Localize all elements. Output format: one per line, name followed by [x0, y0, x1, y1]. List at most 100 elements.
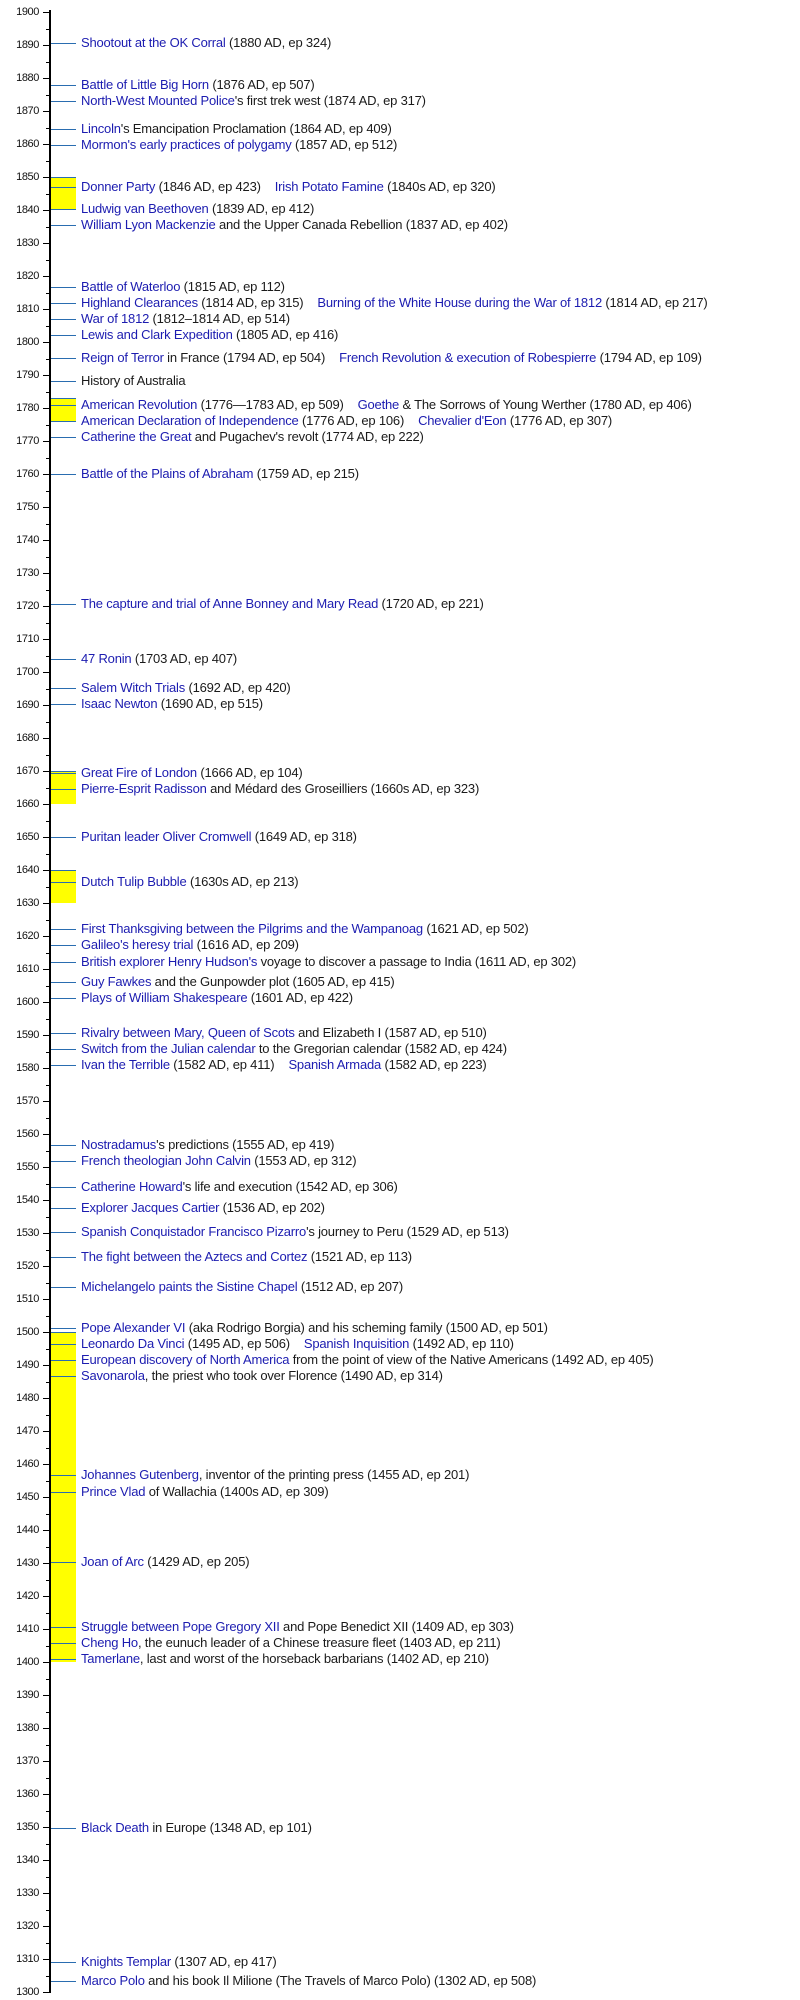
event-link[interactable]: Lincoln [81, 121, 121, 136]
timeline-event: European discovery of North America from… [81, 1352, 654, 1367]
minor-tick [46, 1546, 50, 1548]
event-link[interactable]: Ivan the Terrible [81, 1057, 170, 1072]
event-link[interactable]: Tamerlane [81, 1651, 140, 1666]
timeline-event: Mormon's early practices of polygamy (18… [81, 137, 397, 152]
event-connector-line [51, 1376, 76, 1377]
event-link[interactable]: Mormon's early practices of polygamy [81, 137, 292, 152]
event-link[interactable]: Chevalier d'Eon [418, 413, 507, 428]
event-connector-line [51, 437, 76, 438]
minor-tick [46, 589, 50, 591]
event-connector-line [51, 381, 76, 382]
event-link[interactable]: Joan of Arc [81, 1554, 144, 1569]
event-link[interactable]: Battle of the Plains of Abraham [81, 466, 254, 481]
event-link[interactable]: Nostradamus [81, 1137, 157, 1152]
timeline-event: 47 Ronin (1703 AD, ep 407) [81, 651, 237, 666]
event-link[interactable]: Johannes Gutenberg [81, 1467, 199, 1482]
event-link[interactable]: Spanish Inquisition [303, 1336, 410, 1351]
event-link[interactable]: Spanish Armada [288, 1057, 382, 1072]
event-link[interactable]: Irish Potato Famine [274, 179, 384, 194]
timeline-event: Ivan the Terrible (1582 AD, ep 411) [81, 1057, 275, 1072]
minor-tick [46, 1678, 50, 1680]
event-link[interactable]: Dutch Tulip Bubble [81, 874, 187, 889]
event-link[interactable]: William Lyon Mackenzie [81, 217, 216, 232]
event-connector-line [51, 1208, 76, 1209]
tick-label: 1840 [16, 204, 39, 216]
event-link[interactable]: Galileo's heresy trial [81, 937, 194, 952]
event-details: (1521 AD, ep 113) [307, 1249, 412, 1264]
event-link[interactable]: Spanish Conquistador Francisco Pizarro [81, 1224, 307, 1239]
event-link[interactable]: Highland Clearances [81, 295, 198, 310]
event-link[interactable]: Plays of William Shakespeare [81, 990, 248, 1005]
timeline-event: Reign of Terror in France (1794 AD, ep 5… [81, 350, 325, 365]
event-link[interactable]: Battle of Waterloo [81, 279, 181, 294]
event-link[interactable]: French Revolution & execution of Robespi… [339, 350, 597, 365]
timeline-row: Battle of Little Big Horn (1876 AD, ep 5… [81, 77, 315, 92]
timeline-row: Battle of Waterloo (1815 AD, ep 112) [81, 279, 285, 294]
event-link[interactable]: European discovery of North America [81, 1352, 290, 1367]
timeline-row: History of Australia [81, 373, 186, 388]
event-details: (1815 AD, ep 112) [180, 279, 285, 294]
event-link[interactable]: French theologian John Calvin [81, 1153, 251, 1168]
event-link[interactable]: Shootout at the OK Corral [81, 35, 226, 50]
event-link[interactable]: Struggle between Pope Gregory XII [81, 1619, 280, 1634]
minor-tick [46, 1117, 50, 1119]
event-link[interactable]: North-West Mounted Police [81, 93, 235, 108]
minor-tick [46, 490, 50, 492]
tick-label: 1410 [16, 1623, 39, 1635]
timeline-event: First Thanksgiving between the Pilgrims … [81, 921, 529, 936]
event-link[interactable]: British explorer Henry Hudson's [81, 954, 258, 969]
event-link[interactable]: Burning of the White House during the Wa… [317, 295, 602, 310]
event-link[interactable]: Goethe [357, 397, 400, 412]
event-link[interactable]: Michelangelo paints the Sistine Chapel [81, 1279, 298, 1294]
event-link[interactable]: Salem Witch Trials [81, 680, 186, 695]
event-link[interactable]: Puritan leader Oliver Cromwell [81, 829, 252, 844]
minor-tick [46, 457, 50, 459]
timeline-row: American Revolution (1776—1783 AD, ep 50… [81, 397, 692, 412]
event-connector-line [51, 1287, 76, 1288]
event-link[interactable]: Catherine Howard [81, 1179, 183, 1194]
event-link[interactable]: Pope Alexander VI [81, 1320, 186, 1335]
tick-label: 1480 [16, 1392, 39, 1404]
era-highlight-bar [51, 177, 76, 210]
minor-tick [46, 853, 50, 855]
event-link[interactable]: Ludwig van Beethoven [81, 201, 209, 216]
event-link[interactable]: Knights Templar [81, 1954, 171, 1969]
tick-label: 1610 [16, 963, 39, 975]
event-link[interactable]: Catherine the Great [81, 429, 192, 444]
event-link[interactable]: Reign of Terror [81, 350, 164, 365]
event-link[interactable]: Battle of Little Big Horn [81, 77, 209, 92]
minor-tick [46, 985, 50, 987]
timeline-event: Donner Party (1846 AD, ep 423) [81, 179, 261, 194]
timeline-event: Johannes Gutenberg, inventor of the prin… [81, 1467, 469, 1482]
event-link[interactable]: Rivalry between Mary, Queen of Scots [81, 1025, 295, 1040]
timeline-event: Goethe & The Sorrows of Young Werther (1… [358, 397, 692, 412]
event-link[interactable]: War of 1812 [81, 311, 150, 326]
event-link[interactable]: The capture and trial of Anne Bonney and… [81, 596, 379, 611]
event-link[interactable]: Donner Party [81, 179, 156, 194]
tick-label: 1340 [16, 1854, 39, 1866]
event-link[interactable]: American Revolution [81, 397, 198, 412]
event-link[interactable]: Leonardo Da Vinci [81, 1336, 185, 1351]
event-link[interactable]: Black Death [81, 1820, 149, 1835]
event-link[interactable]: Marco Polo [81, 1973, 145, 1988]
event-link[interactable]: Switch from the Julian calendar [81, 1041, 256, 1056]
tick-label: 1770 [16, 435, 39, 447]
event-link[interactable]: American Declaration of Independence [81, 413, 299, 428]
timeline-event: Savonarola, the priest who took over Flo… [81, 1368, 443, 1383]
event-link[interactable]: The fight between the Aztecs and Cortez [81, 1249, 308, 1264]
event-link[interactable]: Great Fire of London [81, 765, 197, 780]
timeline-row: Salem Witch Trials (1692 AD, ep 420) [81, 680, 291, 695]
major-tick [43, 375, 50, 376]
event-link[interactable]: Savonarola [81, 1368, 145, 1383]
event-details: (1794 AD, ep 109) [596, 350, 702, 365]
event-link[interactable]: Explorer Jacques Cartier [81, 1200, 220, 1215]
event-link[interactable]: Isaac Newton [81, 696, 158, 711]
event-link[interactable]: Prince Vlad [81, 1484, 146, 1499]
event-link[interactable]: Lewis and Clark Expedition [81, 327, 233, 342]
event-link[interactable]: Guy Fawkes [81, 974, 152, 989]
timeline-event: French theologian John Calvin (1553 AD, … [81, 1153, 357, 1168]
event-link[interactable]: 47 Ronin [81, 651, 132, 666]
event-link[interactable]: Cheng Ho [81, 1635, 138, 1650]
event-link[interactable]: First Thanksgiving between the Pilgrims … [81, 921, 423, 936]
event-link[interactable]: Pierre-Esprit Radisson [81, 781, 207, 796]
